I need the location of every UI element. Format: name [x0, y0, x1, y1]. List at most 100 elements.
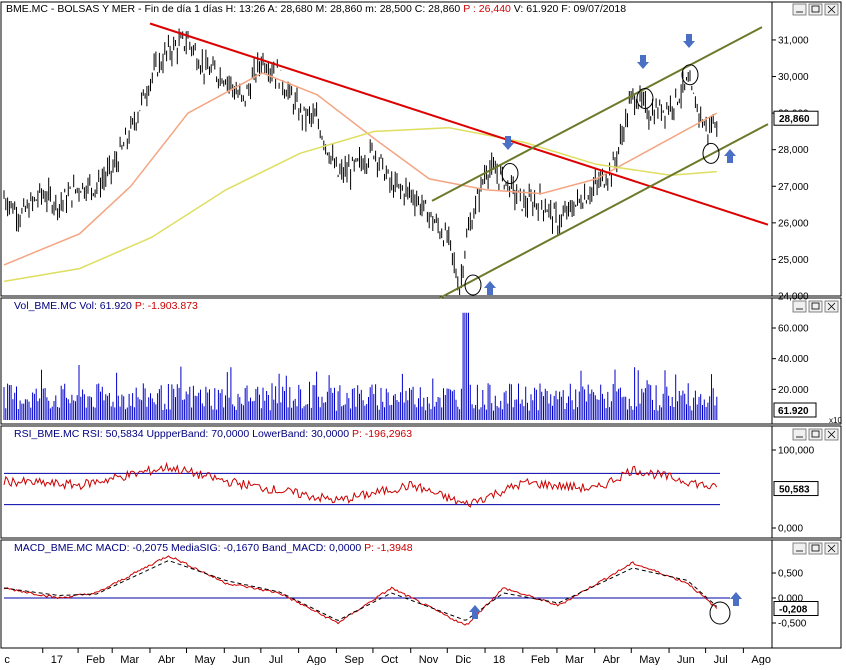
maximize-button[interactable] [808, 300, 823, 313]
x-axis-label: Mar [120, 654, 139, 665]
downtrend-line [149, 22, 769, 226]
volume-plot [3, 312, 718, 420]
macd-panel[interactable] [0, 539, 842, 649]
header-part: RSI_BME.MC RSI: 50,5834 UppperBand: 70,0… [14, 428, 349, 440]
arrow-down-icon [502, 136, 514, 150]
volume-bars [3, 312, 718, 420]
close-icon [827, 302, 836, 311]
x-axis-label: c [4, 654, 10, 665]
reversal-circle [681, 64, 699, 86]
x-axis-label: Sep [344, 654, 364, 665]
control-frame [792, 300, 807, 313]
volume-tick-label: 40.000 [778, 354, 809, 365]
maximize-icon [811, 430, 820, 438]
macd-circle [709, 601, 731, 625]
header-part: P: -196,2963 [349, 428, 412, 440]
arrow-down-icon [637, 55, 649, 69]
long-moving-average-line [3, 126, 717, 283]
x-axis-label: Jun [232, 654, 250, 665]
maximize-icon [811, 544, 820, 552]
price-tick-label: 26,000 [778, 218, 809, 229]
maximize-button[interactable] [808, 542, 823, 555]
x-axis-label: Oct [381, 654, 398, 665]
x-axis-label: Nov [419, 654, 439, 665]
volume-tick-label: 20.000 [778, 385, 809, 396]
price-tick-label: 24,000 [778, 292, 809, 303]
reversal-circle [636, 87, 654, 109]
maximize-button[interactable] [808, 428, 823, 441]
minimize-button[interactable] [792, 542, 807, 555]
price-tick-label: 28,000 [778, 145, 809, 156]
x-axis-label: Abr [158, 654, 175, 665]
price-plot [3, 22, 769, 299]
macd-last-value-box [773, 601, 819, 616]
header-part: BME.MC - BOLSAS Y MER - Fin de día 1 día… [6, 3, 460, 15]
close-button[interactable] [824, 300, 839, 313]
arrow-up-icon [730, 592, 742, 606]
rsi-header: RSI_BME.MC RSI: 50,5834 UppperBand: 70,0… [14, 428, 412, 440]
minimize-button[interactable] [792, 300, 807, 313]
x-axis-label: May [639, 654, 660, 665]
control-frame [808, 428, 823, 441]
control-frame [792, 542, 807, 555]
rsi-tick-label: 100,000 [778, 446, 815, 457]
arrow-up-icon [469, 605, 481, 619]
x-axis-label: Feb [86, 654, 105, 665]
x-axis-label: Jul [714, 654, 728, 665]
price-tick-label: 31,000 [778, 35, 809, 46]
x-axis-label: Mar [565, 654, 584, 665]
volume-last-value-box [773, 402, 817, 418]
price-tick-label: 25,000 [778, 255, 809, 266]
close-button[interactable] [824, 428, 839, 441]
price-panel[interactable] [0, 1, 842, 297]
rsi-line [3, 461, 718, 508]
volume-header: Vol_BME.MC Vol: 61.920 P: -1.903.873 [14, 300, 198, 312]
x-axis-label: Jul [269, 654, 283, 665]
x-axis-label: Abr [603, 654, 620, 665]
macd-tick-label: -0,500 [778, 619, 807, 630]
price-tick-label: 27,000 [778, 182, 809, 193]
price-tick-label: 30,000 [778, 72, 809, 83]
arrow-down-icon [683, 34, 695, 48]
control-frame [792, 3, 807, 16]
macd-last-value-label: -0,208 [779, 605, 808, 616]
price-bars [3, 28, 718, 295]
arrow-up-icon [484, 281, 496, 295]
reversal-circle [702, 142, 720, 164]
rsi-plot [3, 461, 720, 508]
macd-signal-line [3, 560, 718, 621]
minimize-button[interactable] [792, 3, 807, 16]
rsi-tick-label: 0,000 [778, 524, 803, 535]
x-axis-label: Feb [531, 654, 550, 665]
x-axis-label: May [195, 654, 216, 665]
arrow-up-icon [724, 149, 736, 163]
control-frame [808, 3, 823, 16]
header-part: Vol_BME.MC Vol: 61.920 [14, 300, 132, 312]
rsi-panel[interactable] [0, 425, 842, 539]
reversal-circle [464, 274, 482, 296]
maximize-icon [811, 5, 820, 13]
maximize-icon [811, 302, 820, 310]
volume-panel[interactable] [0, 297, 842, 425]
rsi-last-value-box [773, 481, 819, 497]
close-button[interactable] [824, 542, 839, 555]
maximize-button[interactable] [808, 3, 823, 16]
axes: 31,00030,00029,00028,00027,00026,00025,0… [4, 35, 842, 666]
header-part: MACD_BME.MC MACD: -0,2075 MediaSIG: -0,1… [14, 542, 361, 554]
reversal-circle [501, 162, 519, 184]
price-last-value-box [773, 110, 819, 126]
volume-tick-label: 60.000 [778, 324, 809, 335]
macd-plot [3, 555, 742, 626]
control-frame [808, 300, 823, 313]
x-axis-label: Dic [455, 654, 471, 665]
price-header: BME.MC - BOLSAS Y MER - Fin de día 1 día… [6, 3, 626, 15]
x-axis-label: Ago [751, 654, 771, 665]
volume-multiplier: x10 [829, 416, 842, 425]
close-button[interactable] [824, 3, 839, 16]
macd-header: MACD_BME.MC MACD: -0,2075 MediaSIG: -0,1… [14, 542, 413, 554]
control-frame [792, 428, 807, 441]
price-last-value-label: 28,860 [779, 114, 810, 125]
minimize-button[interactable] [792, 428, 807, 441]
